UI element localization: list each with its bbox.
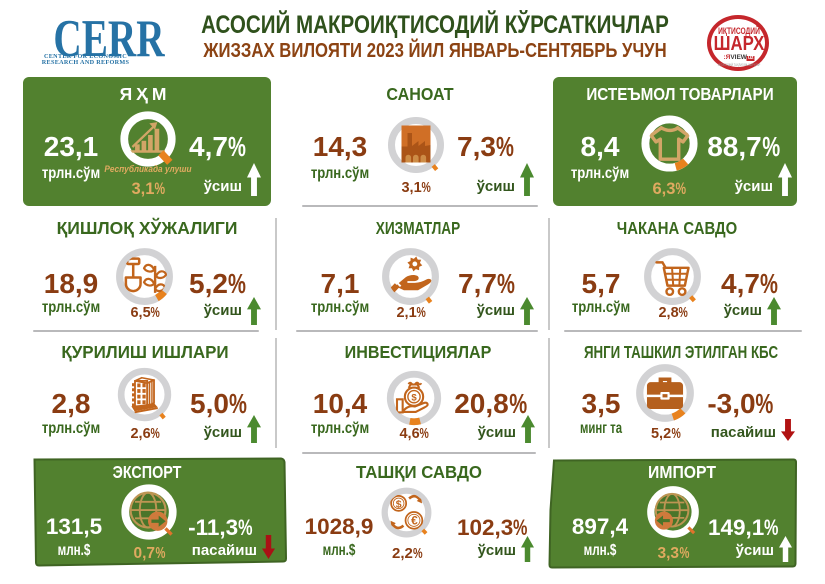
svg-text:$: $ (411, 392, 417, 403)
svg-text:$: $ (396, 499, 402, 510)
svg-text:€: € (411, 515, 418, 528)
